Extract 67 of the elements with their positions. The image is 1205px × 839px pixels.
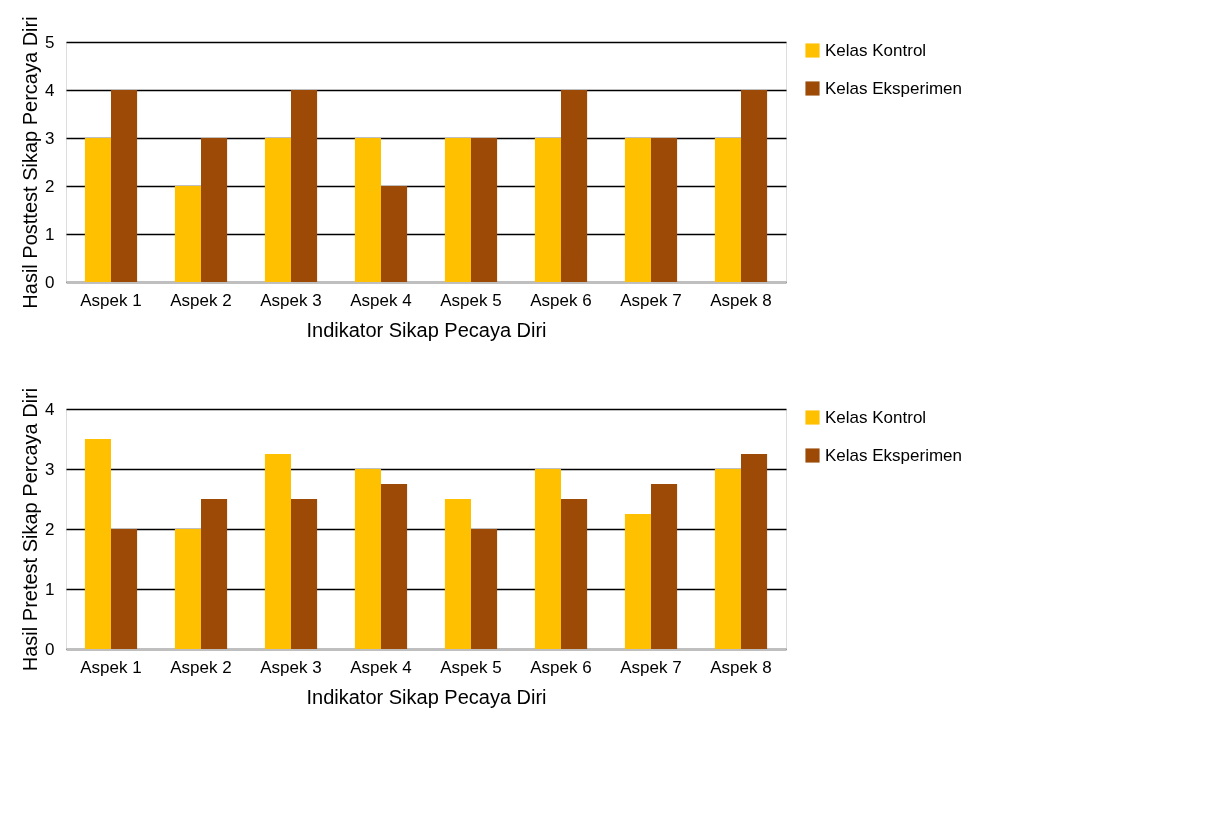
bar xyxy=(84,439,111,649)
x-tick-label: Aspek 8 xyxy=(710,290,772,310)
x-tick-label: Aspek 7 xyxy=(620,657,682,677)
bar xyxy=(111,90,138,282)
bar xyxy=(291,499,318,649)
bar xyxy=(534,138,561,282)
x-tick-label: Aspek 1 xyxy=(80,290,142,310)
x-tick-label: Aspek 7 xyxy=(620,290,682,310)
legend-label: Kelas Kontrol xyxy=(825,40,927,60)
bar xyxy=(471,138,498,282)
y-tick-label: 2 xyxy=(45,519,55,539)
y-tick-label: 5 xyxy=(45,32,55,52)
y-axis-title: Hasil Pretest Sikap Percaya Diri xyxy=(19,387,42,672)
bar xyxy=(561,90,588,282)
x-tick-label: Aspek 6 xyxy=(530,657,592,677)
y-tick-label: 3 xyxy=(45,459,55,479)
x-tick-label: Aspek 6 xyxy=(530,290,592,310)
bar xyxy=(714,138,741,282)
y-tick-label: 0 xyxy=(45,272,55,292)
bar xyxy=(534,469,561,649)
x-tick-label: Aspek 3 xyxy=(260,657,322,677)
y-tick-label: 2 xyxy=(45,176,55,196)
bar xyxy=(624,138,651,282)
y-tick-label: 4 xyxy=(45,399,55,419)
bar xyxy=(354,469,381,649)
x-tick-label: Aspek 1 xyxy=(80,657,142,677)
x-tick-label: Aspek 4 xyxy=(350,657,412,677)
legend-label: Kelas Kontrol xyxy=(825,407,927,427)
bar xyxy=(111,529,138,649)
bar xyxy=(651,138,678,282)
x-tick-label: Aspek 2 xyxy=(170,657,232,677)
x-tick-label: Aspek 5 xyxy=(440,290,502,310)
bar xyxy=(741,90,768,282)
bar xyxy=(561,499,588,649)
bar xyxy=(201,499,228,649)
bar xyxy=(264,138,291,282)
x-axis-title: Indikator Sikap Pecaya Diri xyxy=(306,685,547,708)
bar xyxy=(84,138,111,282)
y-tick-label: 1 xyxy=(45,579,55,599)
x-tick-label: Aspek 5 xyxy=(440,657,502,677)
bar xyxy=(471,529,498,649)
bar xyxy=(444,138,471,282)
bar xyxy=(201,138,228,282)
x-tick-label: Aspek 3 xyxy=(260,290,322,310)
bar xyxy=(264,454,291,649)
x-tick-label: Aspek 8 xyxy=(710,657,772,677)
legend-label: Kelas Eksperimen xyxy=(825,445,963,465)
y-axis-title: Hasil Posttest Sikap Percaya Diri xyxy=(19,16,42,309)
bar xyxy=(174,529,201,649)
x-axis-title: Indikator Sikap Pecaya Diri xyxy=(306,318,547,341)
legend-label: Kelas Eksperimen xyxy=(825,78,963,98)
bar xyxy=(354,138,381,282)
y-tick-label: 3 xyxy=(45,128,55,148)
y-tick-label: 4 xyxy=(45,80,55,100)
y-tick-label: 0 xyxy=(45,639,55,659)
bar xyxy=(444,499,471,649)
bar xyxy=(651,484,678,649)
bar xyxy=(714,469,741,649)
x-tick-label: Aspek 2 xyxy=(170,290,232,310)
bar xyxy=(624,514,651,649)
bar xyxy=(381,484,408,649)
bar xyxy=(381,186,408,282)
bar xyxy=(741,454,768,649)
bar xyxy=(174,186,201,282)
bar xyxy=(291,90,318,282)
y-tick-label: 1 xyxy=(45,224,55,244)
x-tick-label: Aspek 4 xyxy=(350,290,412,310)
